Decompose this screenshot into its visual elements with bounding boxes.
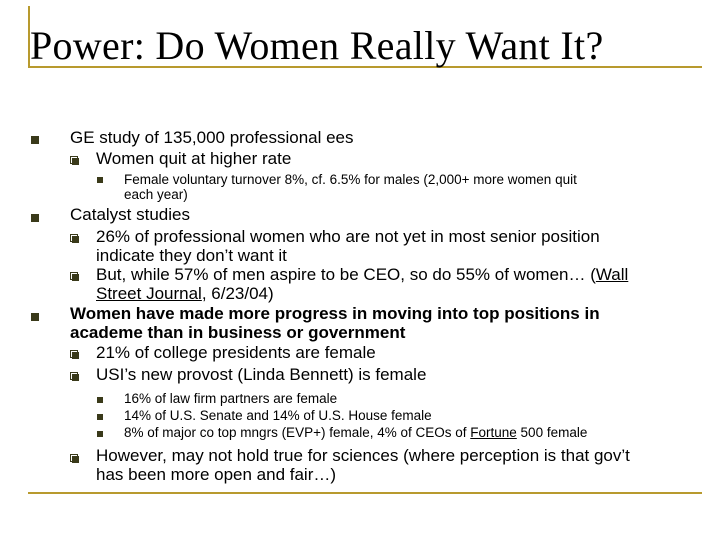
bullet-ceo-line1: But, while 57% of men aspire to be CEO, … <box>96 265 628 285</box>
bullet-ceo-date: , 6/23/04) <box>201 284 274 303</box>
bullet-however-line1: However, may not hold true for sciences … <box>96 446 630 465</box>
bullet-mngrs-text: 8% of major co top mngrs (EVP+) female, … <box>124 425 471 440</box>
bullet-provost: USI’s new provost (Linda Bennett) is fem… <box>96 365 427 384</box>
bullet-women-quit: Women quit at higher rate <box>96 149 292 168</box>
bullet-mngrs: 8% of major co top mngrs (EVP+) female, … <box>124 425 587 440</box>
bullet-academe-line1: Women have made more progress in moving … <box>70 304 600 323</box>
bullet-academe-line2: academe than in business or government <box>70 323 406 342</box>
title-underline-rule <box>28 66 702 68</box>
small-square-bullet-icon <box>97 397 103 403</box>
title-vertical-rule <box>28 6 30 66</box>
bullet-turnover-line1: Female voluntary turnover 8%, cf. 6.5% f… <box>124 172 577 187</box>
small-square-bullet-icon <box>97 414 103 420</box>
checkbox-bullet-icon <box>70 454 79 463</box>
slide-title: Power: Do Women Really Want It? <box>30 23 604 68</box>
bullet-26pct-line1: 26% of professional women who are not ye… <box>96 227 600 246</box>
checkbox-bullet-icon <box>70 272 79 281</box>
wall-street-journal-text: Wall <box>595 265 629 284</box>
bullet-turnover-line2: each year) <box>124 187 188 202</box>
bullet-senate: 14% of U.S. Senate and 14% of U.S. House… <box>124 408 432 423</box>
square-bullet-icon <box>31 313 39 321</box>
fortune-text: Fortune <box>470 425 517 440</box>
footer-rule <box>28 492 702 494</box>
checkbox-bullet-icon <box>70 156 79 165</box>
bullet-26pct-line2: indicate they don’t want it <box>96 246 287 265</box>
bullet-mngrs-tail: 500 female <box>516 425 588 440</box>
bullet-law: 16% of law firm partners are female <box>124 391 338 406</box>
bullet-presidents: 21% of college presidents are female <box>96 343 376 362</box>
bullet-ceo-text: But, while 57% of men aspire to be CEO, … <box>96 265 596 284</box>
checkbox-bullet-icon <box>70 372 79 381</box>
bullet-ceo-line2: Street Journal, 6/23/04) <box>96 284 274 304</box>
square-bullet-icon <box>31 136 39 144</box>
checkbox-bullet-icon <box>70 350 79 359</box>
wall-street-journal-text: Street Journal <box>96 284 202 303</box>
small-square-bullet-icon <box>97 431 103 437</box>
small-square-bullet-icon <box>97 177 103 183</box>
square-bullet-icon <box>31 214 39 222</box>
bullet-catalyst: Catalyst studies <box>70 205 190 224</box>
bullet-ge-study: GE study of 135,000 professional ees <box>70 128 354 147</box>
checkbox-bullet-icon <box>70 234 79 243</box>
bullet-however-line2: has been more open and fair…) <box>96 465 337 484</box>
